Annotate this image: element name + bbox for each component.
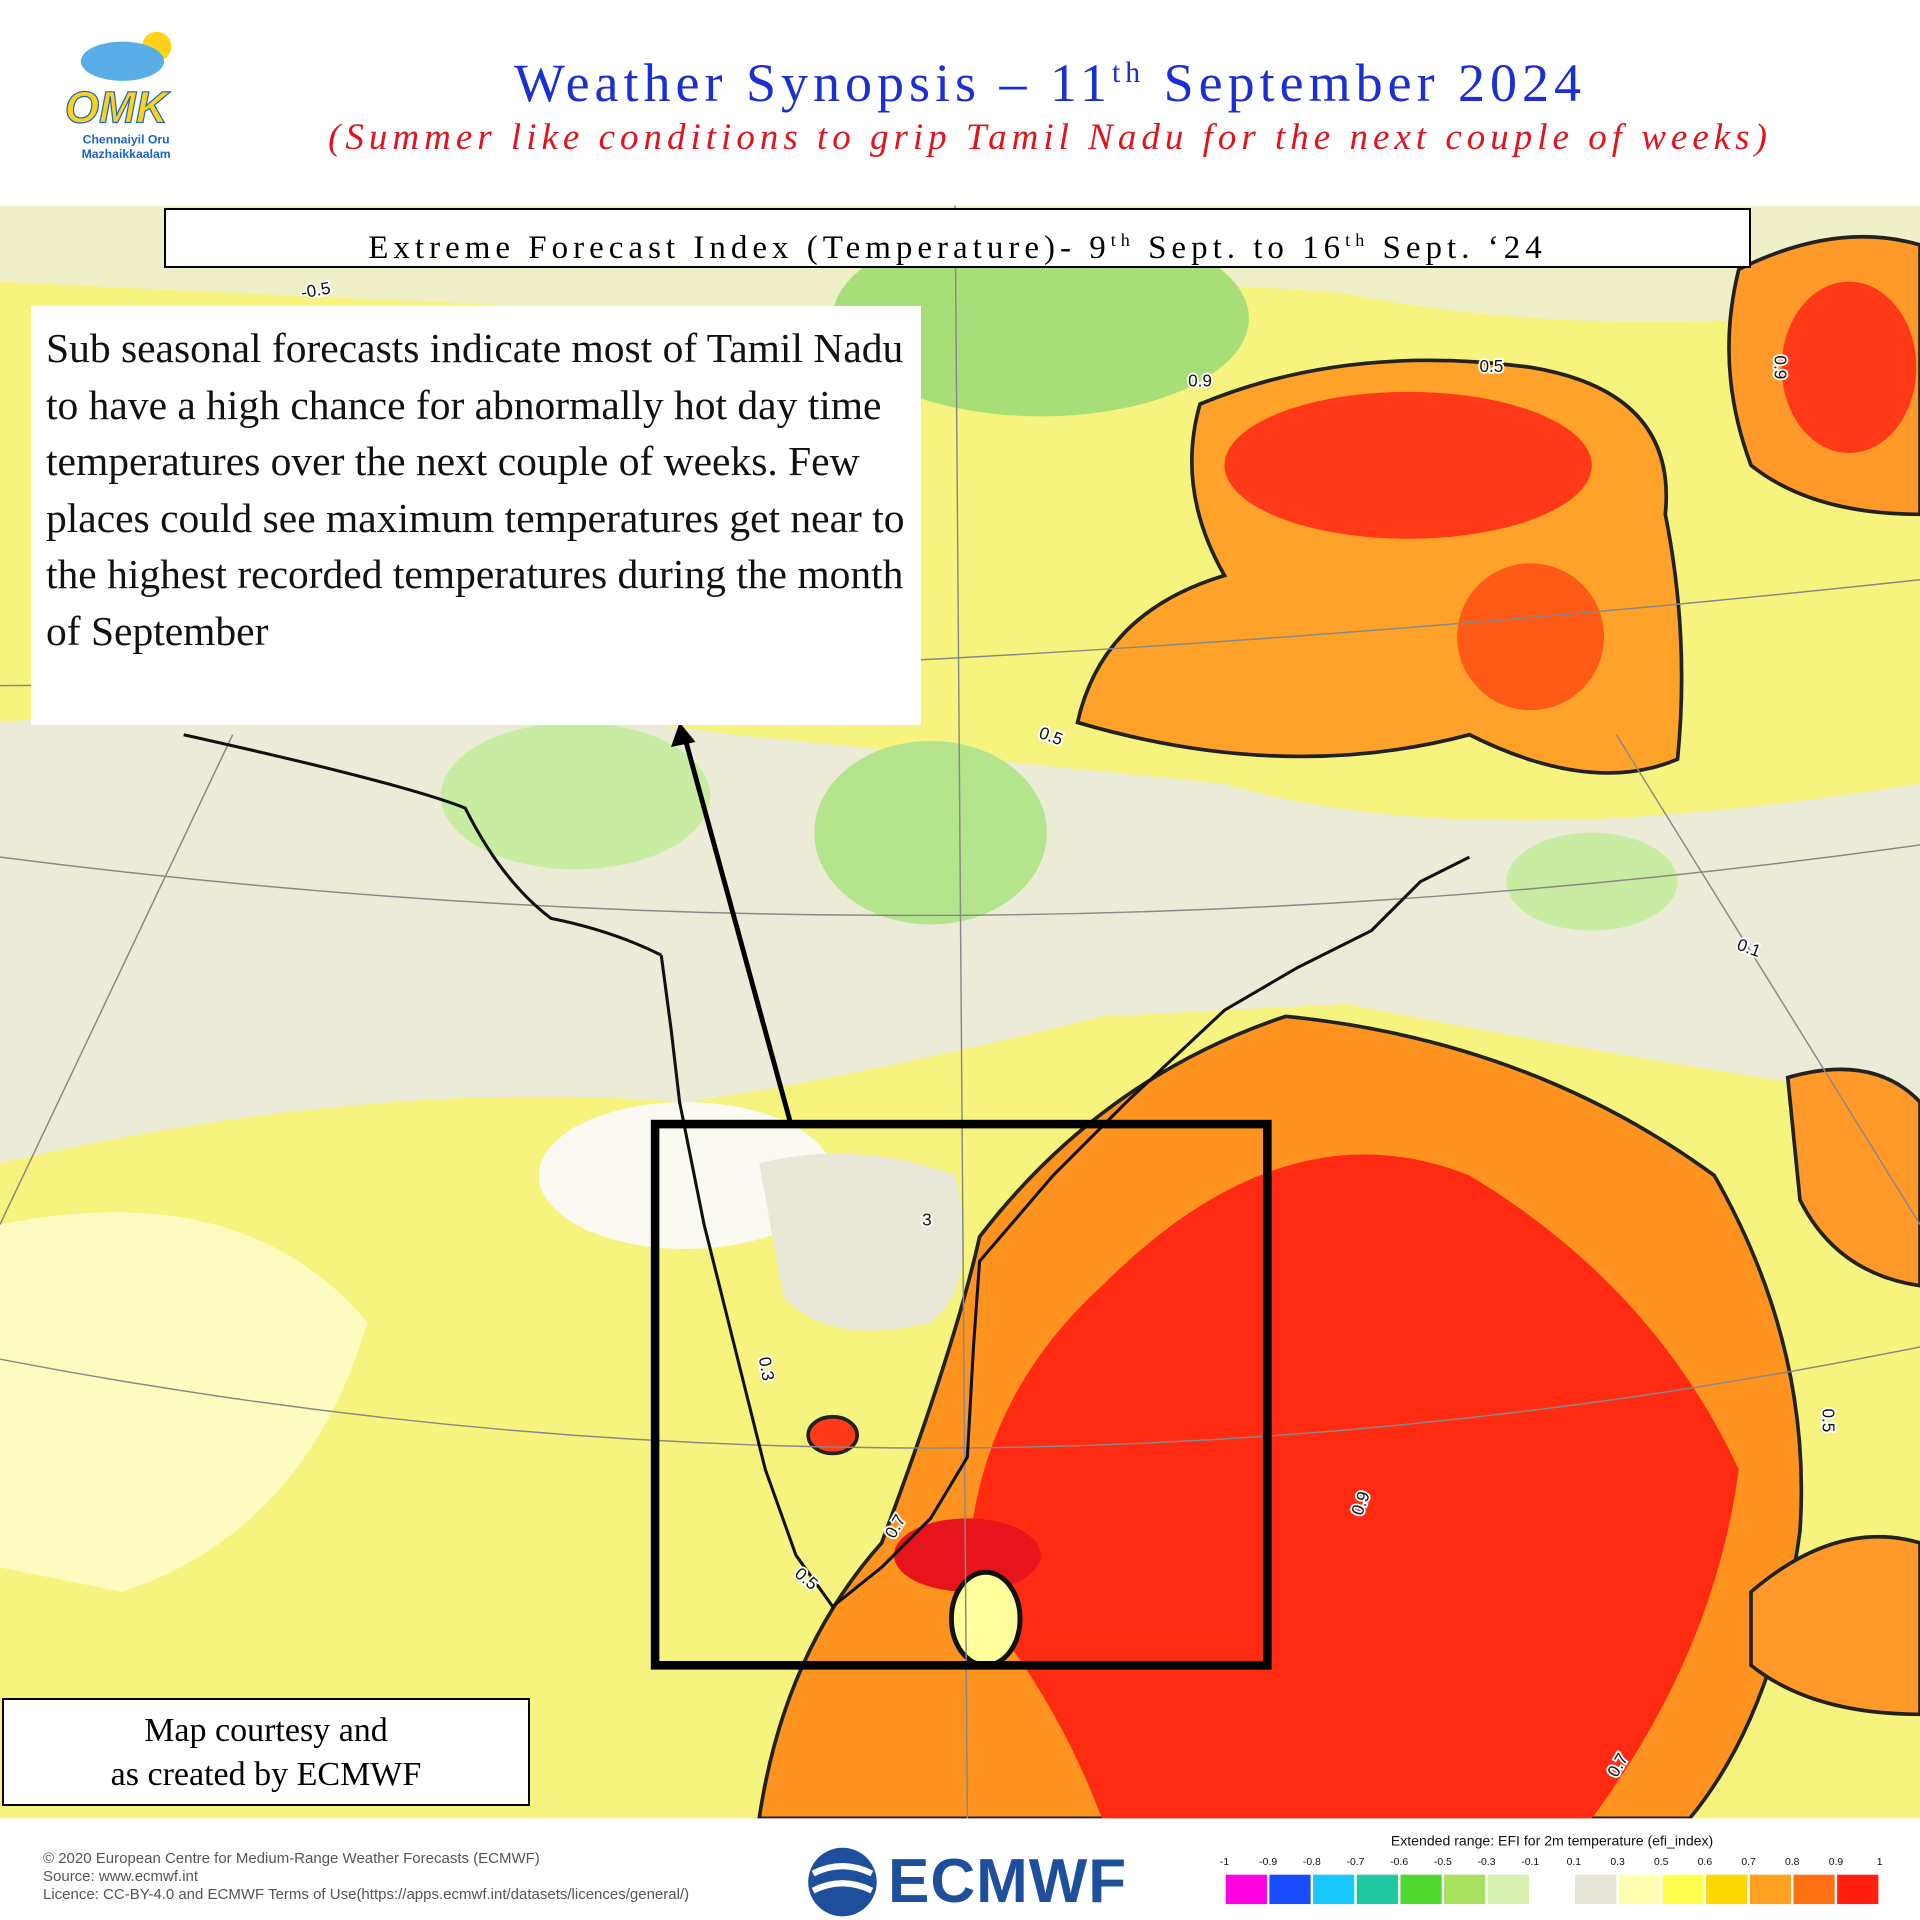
arrow xyxy=(683,740,793,1122)
legend-tick-label: 1 xyxy=(1877,1857,1883,1868)
arrowhead xyxy=(671,722,696,747)
legend-tick-label: -1 xyxy=(1220,1857,1229,1868)
legend-swatch xyxy=(1793,1874,1835,1905)
title-part: September 2024 xyxy=(1145,53,1587,113)
legend-tick-label: -0.7 xyxy=(1347,1857,1365,1868)
green-region xyxy=(1506,832,1678,931)
title: Weather Synopsis – 11th September 2024 xyxy=(0,52,1920,114)
map-title-part: Extreme Forecast Index (Temperature)- 9 xyxy=(368,230,1111,266)
map-title: Extreme Forecast Index (Temperature)- 9t… xyxy=(164,208,1751,268)
copyright-line: © 2020 European Centre for Medium-Range … xyxy=(43,1850,540,1867)
green-region xyxy=(832,220,1249,417)
legend-tick-label: 0.7 xyxy=(1741,1857,1756,1868)
contour-label: 0.9 xyxy=(1771,355,1791,379)
logo-line: Chennaiyil Oru xyxy=(83,132,170,146)
title-sup: th xyxy=(1112,57,1146,89)
contour-label: 0.9 xyxy=(1188,371,1212,391)
copyright: © 2020 European Centre for Medium-Range … xyxy=(43,1850,689,1904)
contour-label: 3 xyxy=(922,1209,932,1229)
contour-label: 0.5 xyxy=(1818,1409,1838,1433)
legend-swatch xyxy=(1749,1874,1792,1905)
legend-swatch xyxy=(1444,1874,1486,1905)
copyright-line: Source: www.ecmwf.int xyxy=(43,1868,199,1885)
subtitle: (Summer like conditions to grip Tamil Na… xyxy=(328,117,1772,158)
legend-tick-label: -0.9 xyxy=(1259,1857,1277,1868)
red-region xyxy=(1457,563,1605,711)
legend-swatch xyxy=(1662,1874,1704,1905)
focus-box xyxy=(650,1119,1272,1670)
pale-region xyxy=(759,1153,964,1331)
legend-tick-label: -0.8 xyxy=(1303,1857,1321,1868)
note-box: Sub seasonal forecasts indicate most of … xyxy=(31,306,921,725)
legend-tick-label: 0.1 xyxy=(1567,1857,1582,1868)
red-region xyxy=(893,1518,1041,1592)
red-region xyxy=(806,1414,859,1456)
credit-box: Map courtesy and as created by ECMWF xyxy=(2,1698,530,1806)
green-region xyxy=(440,722,711,870)
white-region xyxy=(538,1102,833,1249)
sri-lanka xyxy=(948,1569,1023,1668)
omk-logo: OMK Chennaiyil Oru Mazhaikkaalam xyxy=(48,18,184,185)
legend-swatch xyxy=(1400,1874,1442,1905)
legend-swatch xyxy=(1837,1874,1879,1905)
legend-swatch xyxy=(1531,1874,1573,1905)
copyright-line: Licence: CC-BY-4.0 and ECMWF Terms of Us… xyxy=(43,1886,690,1903)
brand: ECMWF xyxy=(888,1847,1128,1916)
contour-label: 0.3 xyxy=(755,1355,779,1382)
coastline xyxy=(183,733,1471,1609)
legend-tick-label: 0.6 xyxy=(1698,1857,1713,1868)
logo-mark: OMK xyxy=(65,83,171,132)
logo-line: Mazhaikkaalam xyxy=(82,147,171,161)
credit-line: as created by ECMWF xyxy=(110,1756,422,1793)
legend-title: Extended range: EFI for 2m temperature (… xyxy=(1391,1832,1713,1848)
contour-label: 0.5 xyxy=(1480,356,1504,376)
map-title-sup: th xyxy=(1110,230,1135,250)
legend-tick-label: 0.8 xyxy=(1785,1857,1800,1868)
legend-tick-label: -0.1 xyxy=(1521,1857,1539,1868)
pale-yellow-region xyxy=(0,1212,368,1592)
graticule xyxy=(0,205,1920,1819)
red-region xyxy=(1224,391,1592,539)
legend-tick-label: 0.3 xyxy=(1610,1857,1625,1868)
legend-swatch xyxy=(1706,1874,1748,1905)
ecmwf-logo-icon xyxy=(808,1847,877,1917)
legend-swatch xyxy=(1618,1874,1660,1905)
legend-swatch xyxy=(1575,1874,1617,1905)
legend-tick-label: 0.5 xyxy=(1654,1857,1669,1868)
legend-tick-label: -0.6 xyxy=(1390,1857,1408,1868)
orange-region xyxy=(1749,1535,1920,1717)
legend-tick-label: 0.9 xyxy=(1829,1857,1844,1868)
credit-line: Map courtesy and xyxy=(144,1712,388,1749)
orange-region xyxy=(1785,1067,1920,1288)
legend-swatch xyxy=(1225,1874,1267,1905)
title-part: Weather Synopsis – 11 xyxy=(513,53,1113,113)
legend-swatch xyxy=(1269,1874,1311,1905)
legend-swatch xyxy=(1356,1874,1398,1905)
red-region xyxy=(967,1154,1739,1819)
legend-tick-label: -0.3 xyxy=(1478,1857,1496,1868)
green-region xyxy=(814,740,1047,925)
map-title-part: Sept. ‘24 xyxy=(1369,230,1547,266)
map-title-sup: th xyxy=(1345,230,1370,250)
legend-tick-label: -0.5 xyxy=(1434,1857,1452,1868)
red-region xyxy=(1781,281,1917,454)
legend-swatch xyxy=(1487,1874,1529,1905)
map-title-part: Sept. to 16 xyxy=(1134,230,1346,266)
legend-swatch xyxy=(1313,1874,1355,1905)
